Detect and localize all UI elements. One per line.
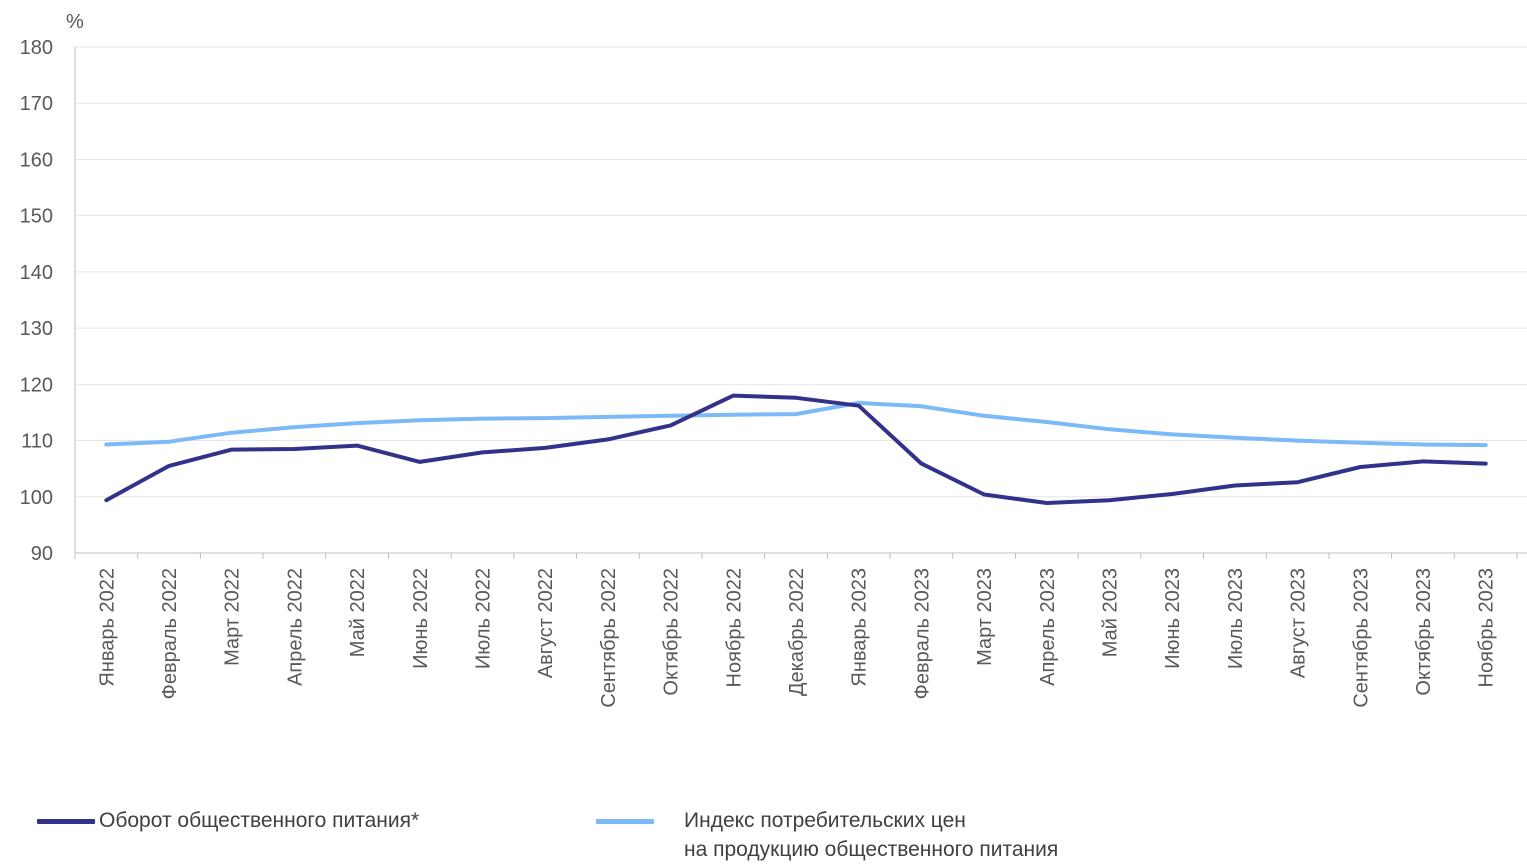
x-tick-label: Март 2022: [222, 568, 244, 666]
series-line-1: [104, 400, 1488, 448]
x-tick-label: Июнь 2022: [410, 568, 432, 669]
x-tick-label: Январь 2023: [849, 568, 871, 687]
y-tick-label: 90: [31, 543, 53, 565]
x-axis: Январь 2022 Февраль 2022 Март 2022 Апрель 2…: [74, 552, 1527, 708]
x-tick-label: Июль 2023: [1225, 568, 1247, 669]
x-tick-label: Май 2023: [1099, 568, 1121, 657]
x-tick-label: Март 2023: [974, 568, 996, 666]
x-tick-label: Ноябрь 2022: [723, 568, 745, 687]
x-tick-label: Июнь 2023: [1162, 568, 1184, 669]
x-tick-label: Май 2022: [347, 568, 369, 657]
gridlines: [75, 46, 1527, 498]
y-tick-label: 180: [20, 37, 53, 59]
x-tick-label: Август 2023: [1288, 568, 1310, 678]
series-lines: [104, 393, 1488, 505]
line-chart: 90 100 110 120 130 140 150 160 170 180 Январь 202…: [20, 11, 1527, 708]
y-tick-label: 160: [20, 149, 53, 171]
y-tick-label: 170: [20, 93, 53, 115]
legend-label-cpi: Индекс потребительских цен на продукцию …: [684, 809, 1059, 861]
y-tick-label: 130: [20, 318, 53, 340]
legend-label-turnover: Оборот общественного питания*: [99, 809, 420, 832]
y-axis: 90 100 110 120 130 140 150 160 170 180: [20, 37, 76, 565]
x-tick-label: Октябрь 2023: [1413, 568, 1435, 696]
x-tick-label: Сентябрь 2023: [1350, 568, 1372, 708]
legend-item-turnover: Оборот общественного питания*: [37, 806, 419, 835]
legend-swatch-cpi: [596, 819, 654, 824]
y-tick-label: 150: [20, 206, 53, 228]
x-tick-label: Февраль 2022: [159, 568, 181, 699]
legend-item-cpi: Индекс потребительских цен на продукцию …: [596, 806, 1058, 864]
y-tick-label: 140: [20, 262, 53, 284]
y-tick-label: 100: [20, 487, 53, 509]
x-tick-label: Декабрь 2022: [786, 568, 808, 696]
x-tick-label: Ноябрь 2023: [1476, 568, 1498, 687]
x-tick-label: Июль 2022: [473, 568, 495, 669]
x-tick-label: Октябрь 2022: [661, 568, 683, 696]
x-tick-label: Апрель 2023: [1037, 568, 1059, 686]
x-tick-label: Апрель 2022: [284, 568, 306, 686]
legend-swatch-turnover: [37, 819, 95, 824]
x-tick-label: Февраль 2023: [911, 568, 933, 699]
x-tick-label: Январь 2022: [96, 568, 118, 687]
x-tick-label: Сентябрь 2022: [598, 568, 620, 708]
x-tick-label: Август 2022: [535, 568, 557, 678]
y-tick-label: 110: [21, 431, 53, 453]
series-line-0: [104, 393, 1488, 505]
y-tick-label: 120: [20, 374, 53, 396]
legend: Оборот общественного питания* Индекс пот…: [0, 800, 1527, 861]
y-unit-label: %: [66, 11, 84, 33]
